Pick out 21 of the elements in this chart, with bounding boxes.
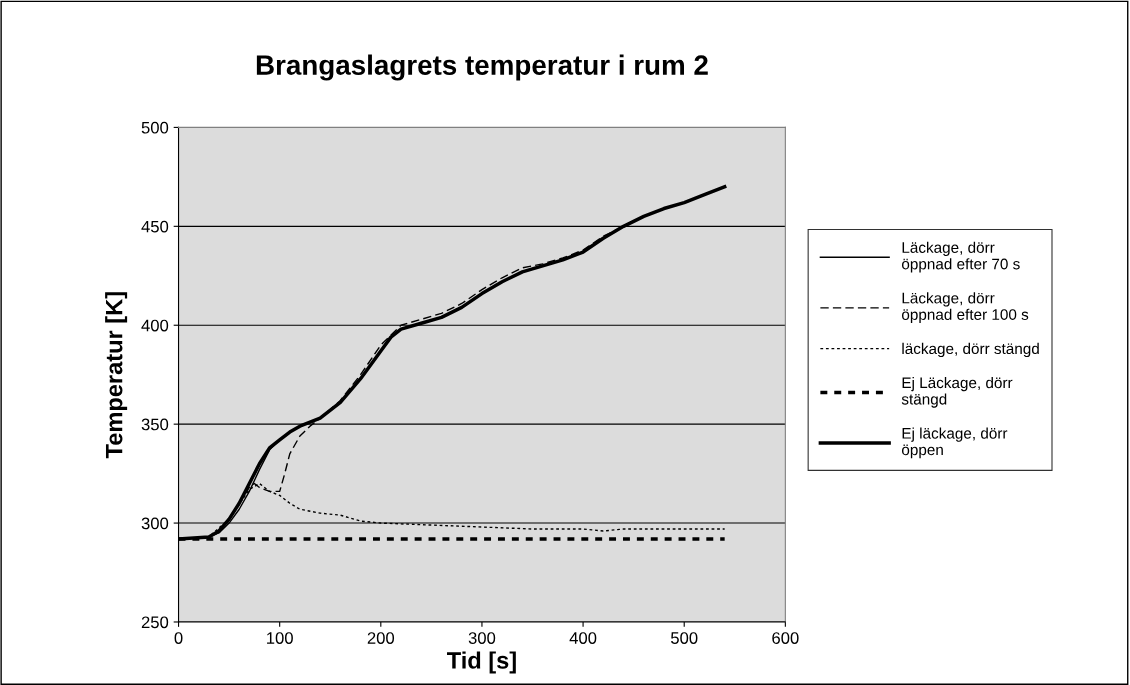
legend-label: Ej Läckage, dörr stängd [901, 376, 1013, 408]
chart-title: Brangaslagrets temperatur i rum 2 [256, 54, 708, 81]
x-tick-label: 100 [267, 632, 293, 644]
x-tick-label: 500 [670, 632, 698, 644]
x-tick-label: 400 [569, 632, 597, 644]
y-tick-label: 300 [141, 517, 169, 530]
x-tick-label: 600 [772, 632, 799, 644]
y-axis-title: Temperatur [K] [105, 292, 128, 459]
x-tick-label: 0 [174, 632, 183, 644]
x-tick-label: 300 [468, 632, 496, 644]
legend-label: Läckage, dörr öppnad efter 70 s [902, 241, 1020, 273]
y-tick-label: 350 [141, 418, 169, 431]
legend-label: Ej läckage, dörr öppen [902, 427, 1008, 459]
x-axis-title: Tid [s] [447, 651, 516, 674]
y-tick-label: 450 [141, 220, 169, 233]
x-tick-label: 200 [367, 632, 395, 644]
legend-label: Läckage, dörr öppnad efter 100 s [902, 292, 1029, 323]
y-tick-label: 250 [141, 616, 169, 629]
y-tick-label: 500 [141, 121, 169, 134]
legend-label: läckage, dörr stängd [902, 342, 1039, 358]
y-tick-label: 400 [141, 319, 169, 332]
